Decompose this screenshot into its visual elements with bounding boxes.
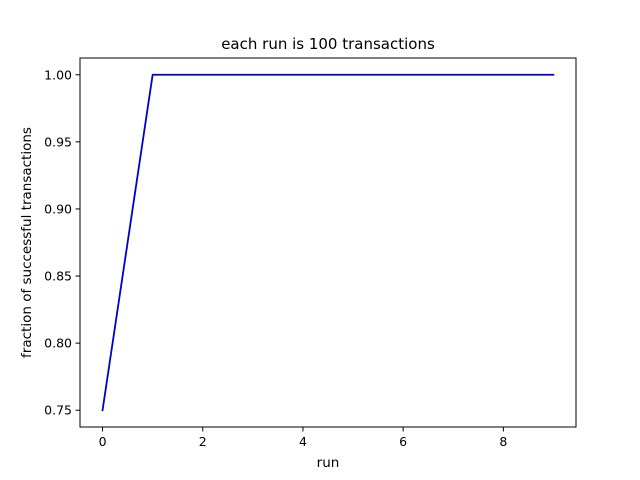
x-tick-label: 6 <box>399 434 407 449</box>
axes-frame <box>79 57 577 428</box>
plot-area: 0 2 4 6 8 0.75 0.80 0.85 0.90 0.95 1.00 <box>44 67 555 449</box>
y-axis-label: fraction of successful transactions <box>19 127 35 358</box>
series-line-0 <box>101 73 555 412</box>
x-axis-label: run <box>317 455 340 471</box>
y-tick-label: 0.85 <box>44 269 72 284</box>
x-tick-label: 0 <box>99 434 107 449</box>
chart-title: each run is 100 transactions <box>221 35 435 53</box>
x-tick-label: 4 <box>299 434 307 449</box>
y-tick-label: 0.75 <box>44 403 72 418</box>
x-tick-label: 8 <box>499 434 507 449</box>
y-tick-label: 0.90 <box>44 201 72 216</box>
x-tick-label: 2 <box>199 434 207 449</box>
y-tick-label: 0.95 <box>44 134 72 149</box>
y-tick-label: 0.80 <box>44 336 72 351</box>
y-tick-label: 1.00 <box>44 67 72 82</box>
